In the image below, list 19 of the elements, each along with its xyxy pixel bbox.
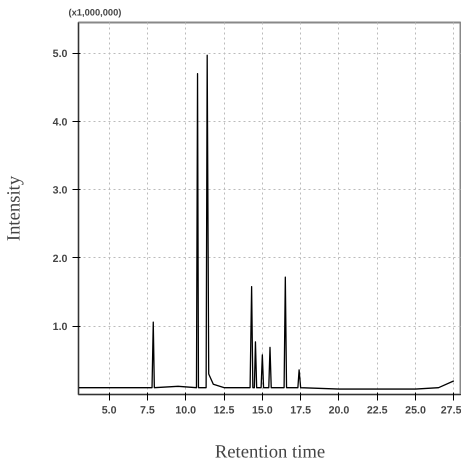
y-axis-title: Intensity — [4, 175, 25, 242]
x-tick-label: 7.5 — [140, 404, 155, 416]
text: (x1,000,000) — [68, 8, 122, 18]
x-tick-label: 10.0 — [175, 404, 196, 416]
x-tick-label: 22.5 — [366, 404, 388, 416]
x-tick-label: 27.5 — [440, 404, 461, 416]
x-tick-label: 12.5 — [214, 404, 234, 416]
y-tick-label: 2.0 — [52, 252, 68, 265]
y-tick-label: 5.0 — [52, 48, 68, 60]
x-tick-label: 25.0 — [405, 404, 426, 416]
x-tick-label: 20.0 — [328, 404, 350, 416]
x-tick-label: 5.0 — [102, 404, 117, 416]
x-tick-label: 15.0 — [252, 404, 273, 416]
x-tick-label: 17.5 — [290, 404, 312, 416]
y-tick-label: 1.0 — [52, 321, 68, 334]
x-axis-title: Retention time — [214, 442, 326, 462]
y-tick-label: 3.0 — [52, 184, 68, 197]
line-series — [78, 54, 454, 390]
y-tick-label: 4.0 — [52, 116, 68, 128]
